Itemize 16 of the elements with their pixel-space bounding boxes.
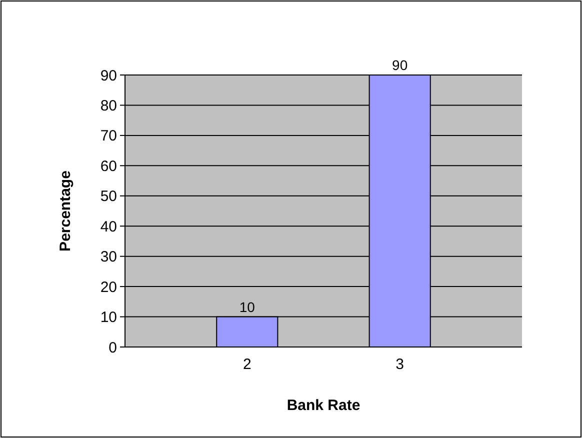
y-tick-label: 0 — [108, 339, 117, 356]
y-tick-label: 70 — [100, 128, 117, 145]
y-axis-title: Percentage — [57, 170, 74, 252]
y-tick-label: 90 — [100, 67, 117, 84]
y-tick-label: 30 — [100, 248, 117, 266]
y-tick-label: 50 — [100, 188, 117, 206]
y-tick-label: 10 — [100, 309, 117, 326]
data-label: 90 — [392, 57, 408, 73]
x-axis-title: Bank Rate — [286, 397, 360, 414]
y-tick-label: 60 — [100, 158, 117, 175]
x-tick-label: 3 — [396, 356, 404, 373]
data-label: 10 — [239, 298, 256, 315]
y-tick-label: 40 — [100, 218, 117, 236]
y-tick-label: 20 — [100, 278, 117, 296]
y-tick-label: 80 — [100, 97, 117, 114]
x-tick-label: 2 — [242, 356, 252, 373]
